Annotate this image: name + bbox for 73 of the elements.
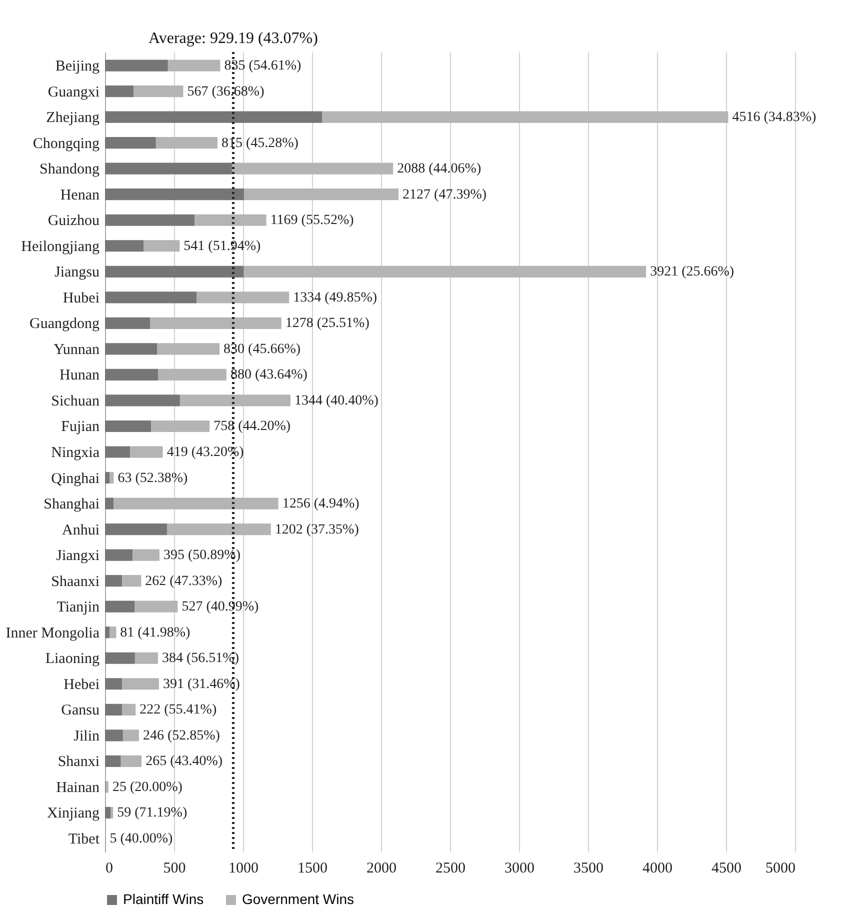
- total-label: 527 (40.99%): [182, 600, 260, 615]
- total-label: 1344 (40.40%): [294, 393, 379, 408]
- total-label: 541 (51.94%): [184, 238, 261, 254]
- x-tick-label: 4000: [642, 860, 672, 876]
- total-label: 1256 (4.94%): [282, 496, 360, 512]
- y-tick-label: Beijing: [55, 58, 100, 75]
- x-tick-label: 1000: [228, 860, 258, 876]
- y-tick-label: Gansu: [61, 702, 100, 719]
- y-tick-label: Chongqing: [32, 136, 100, 152]
- y-tick-label: Fujian: [61, 419, 100, 436]
- y-tick-label: Anhui: [62, 522, 100, 538]
- x-tick-label: 0: [106, 860, 113, 876]
- y-tick-label: Yunnan: [54, 342, 100, 358]
- total-label: 25 (20.00%): [112, 780, 183, 795]
- total-label: 1202 (37.35%): [274, 522, 360, 538]
- total-label: 262 (47.33%): [145, 574, 222, 589]
- total-label: 1278 (25.51%): [285, 316, 370, 332]
- total-label: 59 (71.19%): [117, 806, 188, 821]
- y-tick-label: Inner Mongolia: [6, 625, 100, 642]
- y-tick-label: Heilongjiang: [21, 238, 100, 255]
- y-tick-label: Ningxia: [51, 445, 100, 461]
- y-tick-label: Henan: [60, 187, 100, 204]
- y-tick-label: Hainan: [56, 780, 100, 796]
- y-tick-label: Guizhou: [48, 213, 100, 230]
- x-tick-label: 2000: [366, 860, 396, 876]
- y-tick-label: Xinjiang: [47, 806, 100, 822]
- x-tick-label: 2500: [436, 860, 466, 876]
- total-label: 1334 (49.85%): [293, 290, 378, 306]
- total-label: 567 (36.68%): [187, 84, 265, 100]
- y-tick-label: Guangxi: [48, 84, 100, 100]
- x-tick-label: 4500: [712, 860, 742, 876]
- y-tick-label: Hunan: [60, 368, 100, 384]
- y-tick-label: Jiangxi: [56, 548, 100, 564]
- y-tick-label: Zhejiang: [46, 110, 100, 126]
- x-tick-label: 5000: [766, 860, 796, 876]
- y-tick-label: Jiangsu: [54, 264, 100, 281]
- legend-label: Plaintiff Wins: [123, 891, 204, 907]
- total-label: 384 (56.51%): [162, 651, 240, 666]
- total-label: 81 (41.98%): [120, 625, 190, 640]
- y-tick-label: Qinghai: [51, 470, 100, 487]
- ref-line-label: Average: 929.19 (43.07%): [148, 30, 318, 47]
- total-label: 63 (52.38%): [118, 470, 188, 486]
- y-tick-label: Shanxi: [58, 754, 100, 770]
- total-label: 2127 (47.39%): [402, 187, 487, 202]
- y-tick-label: Hebei: [64, 676, 100, 693]
- y-tick-label: Sichuan: [51, 393, 100, 410]
- total-label: 265 (43.40%): [146, 754, 223, 770]
- y-tick-label: Tianjin: [56, 600, 100, 616]
- total-label: 246 (52.85%): [142, 728, 220, 744]
- y-tick-label: Shanghai: [44, 496, 100, 513]
- total-label: 2088 (44.06%): [397, 162, 482, 177]
- total-label: 830 (45.66%): [224, 342, 301, 357]
- total-label: 222 (55.41%): [140, 702, 217, 718]
- legend-label: Government Wins: [242, 891, 354, 907]
- x-tick-label: 3000: [504, 860, 534, 876]
- x-tick-label: 1500: [298, 860, 328, 876]
- x-tick-label: 3500: [574, 860, 604, 876]
- y-tick-label: Tibet: [68, 831, 100, 848]
- y-tick-label: Liaoning: [45, 651, 100, 668]
- total-label: 1169 (55.52%): [270, 213, 354, 228]
- total-label: 391 (31.46%): [162, 676, 240, 692]
- y-tick-label: Guangdong: [30, 316, 100, 332]
- y-tick-label: Hubei: [62, 290, 100, 306]
- total-label: 5 (40.00%): [110, 831, 174, 846]
- y-tick-label: Shaanxi: [51, 574, 100, 590]
- x-tick-label: 500: [163, 860, 186, 876]
- total-label: 419 (43.20%): [166, 445, 244, 460]
- y-tick-label: Jilin: [74, 728, 100, 744]
- total-label: 4516 (34.83%): [732, 110, 817, 126]
- total-label: 395 (50.89%): [164, 548, 241, 564]
- total-label: 3921 (25.66%): [650, 264, 734, 280]
- total-label: 835 (54.61%): [224, 58, 302, 74]
- y-tick-label: Shandong: [40, 162, 100, 178]
